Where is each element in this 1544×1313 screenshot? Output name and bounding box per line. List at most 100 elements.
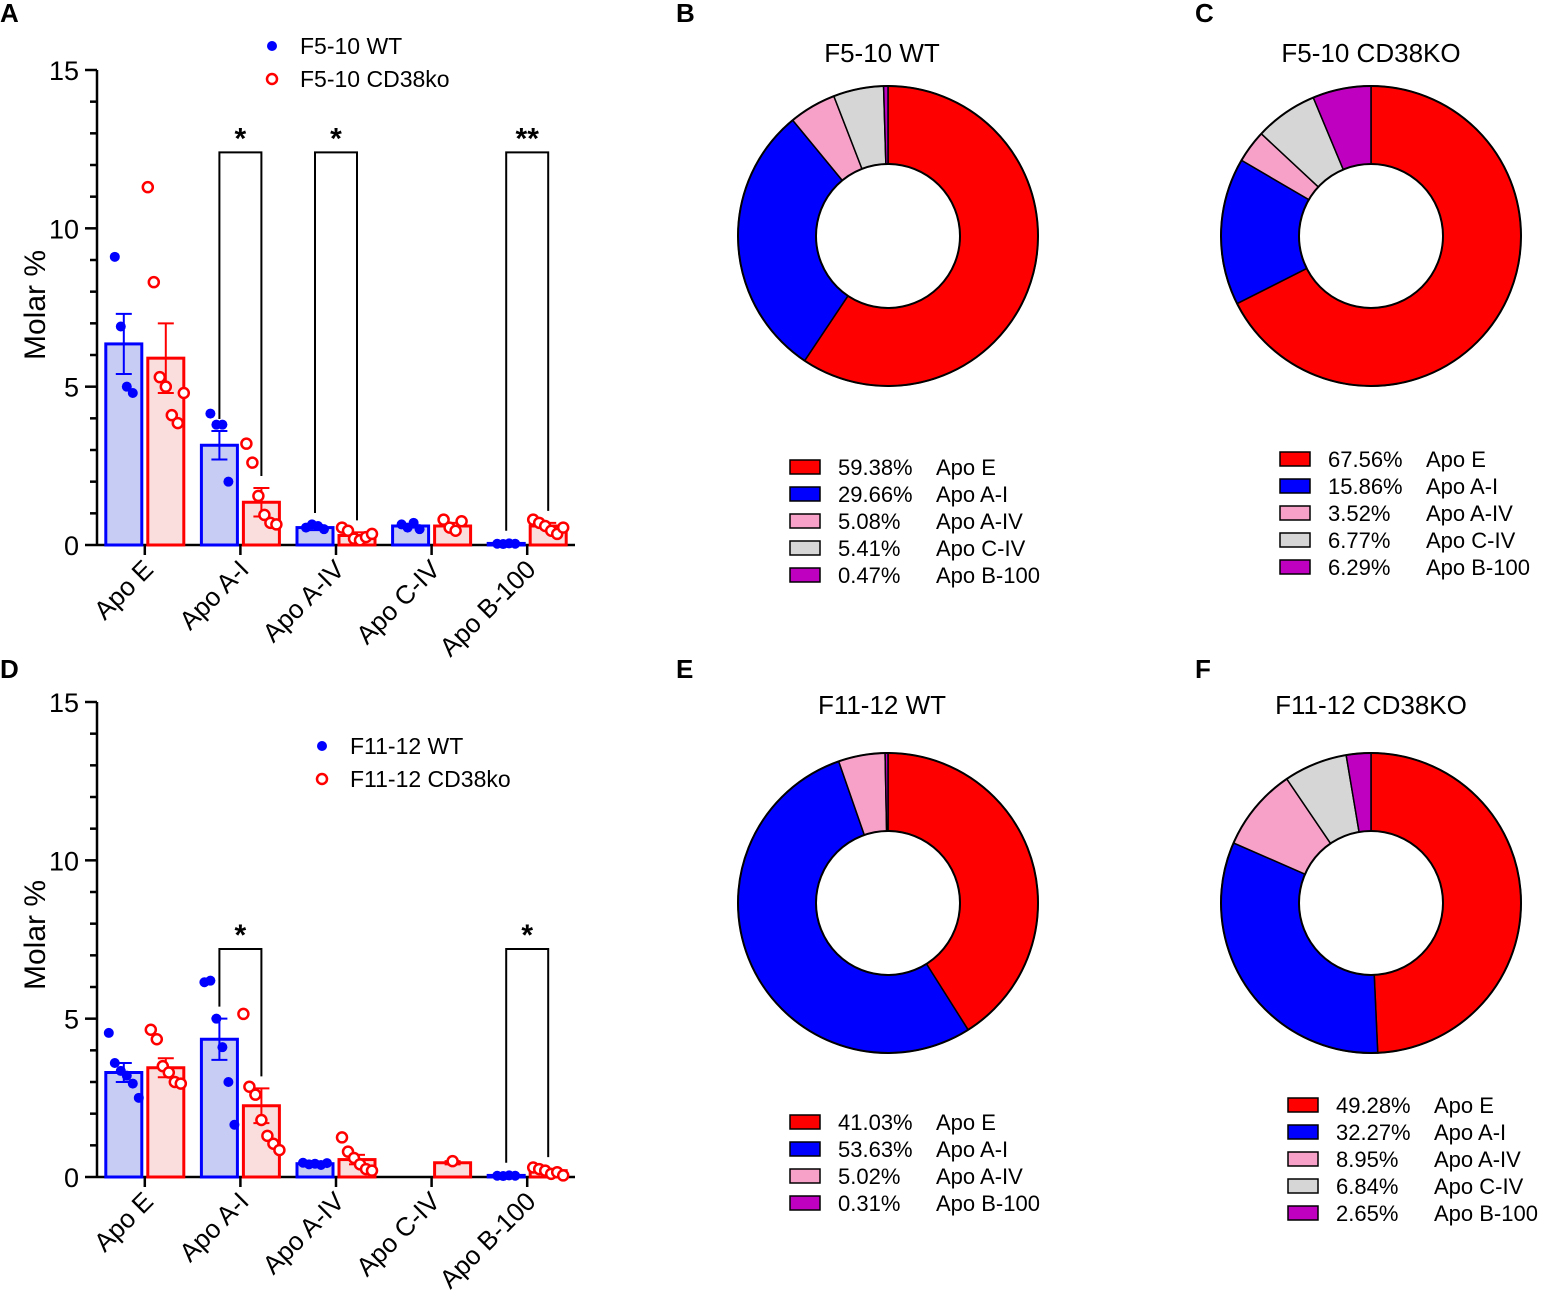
legend-ko-label: F5-10 CD38ko xyxy=(300,66,450,92)
y-tick-label: 5 xyxy=(64,373,79,403)
bar-wt-apo-a-i xyxy=(199,1037,239,1179)
legend-swatch-apo-b-100 xyxy=(789,1195,821,1211)
significance-bracket xyxy=(218,948,263,1077)
legend-swatch-apo-c-iv xyxy=(789,540,821,556)
legend-label: Apo A-IV xyxy=(936,1164,1023,1189)
legend-swatch-apo-e xyxy=(1287,1097,1319,1113)
donut-title-c: F5-10 CD38KO xyxy=(1281,38,1460,68)
significance-bracket xyxy=(218,151,263,476)
x-tick-label-apo-c-iv: Apo C-IV xyxy=(350,1186,446,1282)
legend-percent: 5.02% xyxy=(838,1164,900,1189)
data-point-wt xyxy=(510,1170,521,1181)
significance-label: ** xyxy=(516,122,540,155)
legend-label: Apo B-100 xyxy=(936,563,1040,588)
legend-d: F11-12 WT F11-12 CD38ko xyxy=(315,733,511,792)
data-point-ko xyxy=(556,1169,570,1182)
data-point-ko xyxy=(159,380,173,393)
data-point-wt xyxy=(223,1077,234,1087)
data-point-wt xyxy=(319,524,329,535)
data-point-wt xyxy=(121,381,132,392)
data-point-wt xyxy=(211,1013,222,1024)
donut-outer-ring xyxy=(1220,752,1522,1054)
legend-percent: 49.28% xyxy=(1336,1093,1411,1118)
data-point-wt xyxy=(127,1078,138,1089)
data-point-wt xyxy=(115,321,126,332)
donut-hole xyxy=(815,163,961,309)
legend-swatch-apo-a-iv xyxy=(789,1168,821,1184)
data-point-ko xyxy=(153,370,167,384)
data-point-ko xyxy=(246,456,259,469)
panel-label-e: E xyxy=(676,654,693,684)
panel-label-f: F xyxy=(1195,654,1211,684)
legend-wt-marker xyxy=(267,41,277,51)
legend-percent: 41.03% xyxy=(838,1110,913,1135)
data-point-ko xyxy=(150,1033,164,1046)
legend-ko-marker xyxy=(315,772,329,786)
donut-legend: 41.03% Apo E 53.63% Apo A-I 5.02% Apo A-IV 0.3… xyxy=(789,1110,1040,1216)
data-point-ko xyxy=(249,1088,262,1101)
legend-swatch-apo-c-iv xyxy=(1279,532,1311,548)
data-point-ko xyxy=(165,408,179,422)
data-point-wt xyxy=(103,1027,114,1038)
y-tick-label: 0 xyxy=(64,531,79,561)
legend-wt-marker xyxy=(317,741,327,751)
legend-swatch-apo-a-iv xyxy=(789,513,821,529)
legend-percent: 29.66% xyxy=(838,482,913,507)
data-point-ko xyxy=(255,1113,268,1127)
legend-swatch-apo-b-100 xyxy=(1279,559,1311,575)
bar-wt-apo-e xyxy=(104,1071,144,1179)
y-tick-label: 15 xyxy=(49,56,79,86)
data-point-ko xyxy=(258,508,271,522)
legend-percent: 6.29% xyxy=(1328,555,1390,580)
legend-label: Apo A-I xyxy=(1434,1120,1506,1145)
significance-bracket xyxy=(505,948,550,1163)
donut-chart-e: E F11-12 WT 41.03% Apo E 53.63% Apo A-I 5.02… xyxy=(676,654,1040,1216)
legend-swatch-apo-a-i xyxy=(1287,1124,1319,1140)
legend-ko-label: F11-12 CD38ko xyxy=(350,766,511,792)
x-tick-label-apo-a-iv: Apo A-IV xyxy=(256,1186,350,1280)
legend-swatch-apo-e xyxy=(789,1114,821,1130)
data-point-ko xyxy=(335,1131,349,1144)
legend-swatch-apo-e xyxy=(789,459,821,475)
data-point-wt xyxy=(217,1042,228,1053)
donut-hole xyxy=(1298,830,1444,976)
x-tick-label-apo-e: Apo E xyxy=(88,554,159,625)
legend-label: Apo E xyxy=(1426,447,1486,472)
legend-label: Apo E xyxy=(1434,1093,1494,1118)
data-point-ko xyxy=(144,1023,158,1036)
legend-label: Apo A-I xyxy=(936,1137,1008,1162)
donut-outer-ring xyxy=(737,752,1039,1054)
data-point-ko xyxy=(141,180,155,194)
data-point-ko xyxy=(273,1143,286,1157)
x-tick-label-apo-c-iv: Apo C-IV xyxy=(350,554,446,650)
significance-label: * xyxy=(330,122,342,155)
legend-label: Apo A-I xyxy=(1426,474,1498,499)
donut-chart-b: B F5-10 WT 59.38% Apo E 29.66% Apo A-I 5.08%… xyxy=(676,0,1040,588)
data-point-ko xyxy=(341,524,355,537)
legend-percent: 53.63% xyxy=(838,1137,913,1162)
donut-title-b: F5-10 WT xyxy=(824,38,940,68)
data-point-ko xyxy=(162,1066,176,1079)
legend-percent: 32.27% xyxy=(1336,1120,1411,1145)
data-point-ko xyxy=(171,416,185,430)
bar-chart-d: D Molar % F11-12 WT F11-12 CD38ko 0 5 10 15… xyxy=(0,654,575,1294)
data-point-ko xyxy=(270,518,283,531)
bar-wt-apo-a-i xyxy=(199,443,239,547)
legend-swatch-apo-e xyxy=(1279,451,1311,467)
x-tick-label-apo-e: Apo E xyxy=(88,1186,159,1257)
y-tick-label: 0 xyxy=(64,1163,79,1193)
legend-percent: 59.38% xyxy=(838,455,913,480)
donut-legend: 67.56% Apo E 15.86% Apo A-I 3.52% Apo A-IV 6.7… xyxy=(1279,447,1530,580)
significance-label: * xyxy=(235,122,247,155)
data-point-ko xyxy=(177,386,191,400)
data-point-ko xyxy=(449,524,462,537)
legend-label: Apo E xyxy=(936,455,996,480)
legend-percent: 5.08% xyxy=(838,509,900,534)
data-point-wt xyxy=(229,1119,240,1130)
legend-swatch-apo-c-iv xyxy=(1287,1178,1319,1194)
legend-percent: 3.52% xyxy=(1328,501,1390,526)
x-tick-label-apo-b-100: Apo B-100 xyxy=(433,554,541,662)
data-point-ko xyxy=(455,515,468,528)
significance-label: * xyxy=(235,919,247,952)
